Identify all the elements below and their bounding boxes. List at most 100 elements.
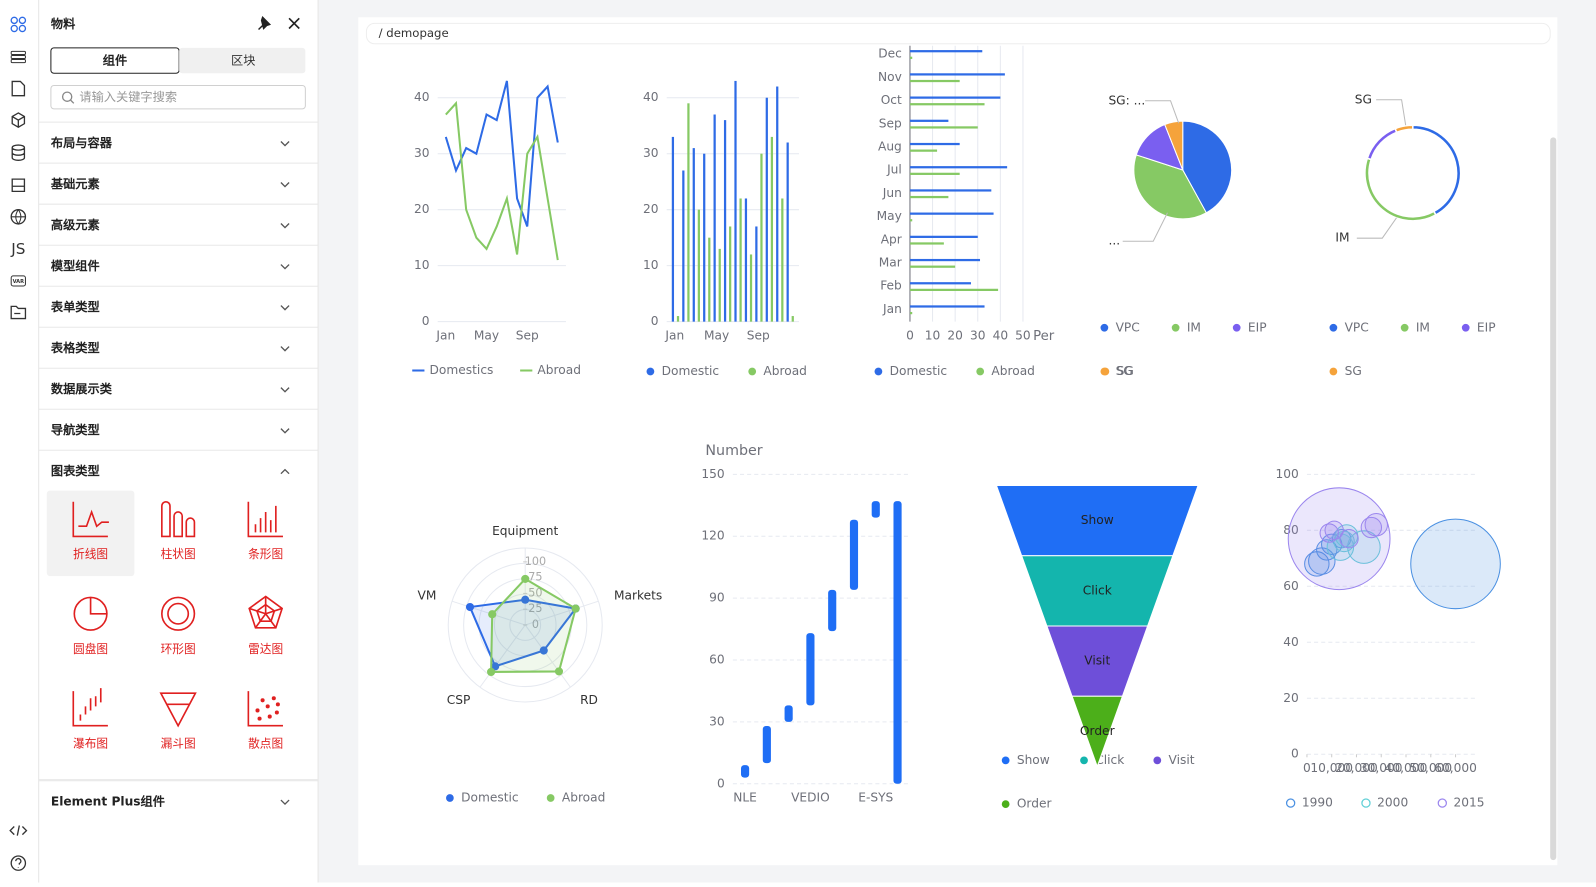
rail-components-icon[interactable] (10, 24, 18, 33)
search-placeholder[interactable]: 请输入关键字搜索 (79, 89, 177, 104)
bar (909, 79, 960, 83)
chevron[interactable] (280, 264, 290, 270)
category-header[interactable]: 基础元素 (50, 176, 100, 191)
legend-label[interactable]: Order (1017, 797, 1053, 811)
y-tick-label: 80 (1283, 523, 1299, 537)
breadcrumb[interactable]: / demopage (379, 26, 449, 40)
category-header[interactable]: 数据展示类 (51, 381, 113, 396)
bar (708, 237, 711, 322)
rail-outline-icon[interactable] (10, 59, 26, 64)
chart-item[interactable] (48, 491, 134, 577)
slice-label: SG: ... (1108, 93, 1145, 107)
legend-marker (1329, 367, 1338, 376)
rail-js-icon[interactable]: JS (10, 240, 25, 258)
close-button[interactable] (288, 17, 300, 30)
x-tick-label: Jan (435, 328, 455, 342)
tab[interactable] (179, 47, 306, 74)
rail-outline-icon[interactable] (10, 50, 26, 55)
chevron[interactable] (280, 346, 290, 352)
chart-item-label[interactable]: 圆盘图 (73, 642, 108, 656)
legend-marker (546, 794, 555, 802)
rail-outline-icon[interactable] (10, 54, 26, 60)
chart-item[interactable] (48, 680, 134, 766)
category-header[interactable]: 表单类型 (50, 299, 100, 314)
chevron[interactable] (280, 387, 290, 393)
rail-components-icon[interactable] (18, 24, 27, 33)
rail-block-icon[interactable] (11, 112, 26, 128)
legend-label[interactable]: VPC (1116, 320, 1140, 334)
chart-item[interactable] (223, 491, 309, 577)
legend-label[interactable]: VPC (1345, 320, 1369, 334)
bar (781, 198, 784, 322)
chart-item[interactable] (135, 491, 221, 577)
leader-line (1356, 217, 1397, 239)
legend-label[interactable]: Abroad (562, 791, 606, 805)
chevron[interactable] (280, 799, 290, 806)
chart-item-label[interactable]: 折线图 (73, 547, 108, 561)
chart-item[interactable] (223, 680, 309, 766)
category-header[interactable]: 模型组件 (51, 258, 100, 273)
scrollbar[interactable] (1550, 137, 1557, 861)
rail-help-icon[interactable] (10, 855, 27, 871)
search-input[interactable] (50, 84, 306, 110)
rail-code-icon[interactable] (9, 825, 28, 836)
chart-item-label[interactable]: 环形图 (161, 642, 196, 656)
category-header[interactable]: 表格类型 (50, 340, 100, 355)
category-header[interactable]: 导航类型 (51, 422, 100, 437)
legend-label[interactable]: EIP (1477, 320, 1496, 334)
chevron[interactable] (280, 223, 290, 229)
legend-label[interactable]: 1990 (1302, 796, 1333, 810)
legend-label[interactable]: IM (1416, 320, 1430, 334)
pie-slice (1182, 120, 1233, 214)
tab-label[interactable]: 组件 (103, 53, 127, 68)
chart-item-label[interactable]: 柱状图 (161, 547, 196, 561)
legend-label[interactable]: Abroad (763, 364, 807, 378)
rail-components-icon[interactable] (18, 16, 27, 25)
chart-item-label[interactable]: 瀑布图 (73, 737, 108, 751)
legend-label[interactable]: 2000 (1377, 796, 1408, 810)
y-tick-label: 120 (701, 529, 724, 543)
pin-button[interactable] (258, 15, 272, 31)
rail-data-icon[interactable] (11, 144, 26, 161)
radar-area (468, 598, 578, 668)
chart-item-label[interactable]: 散点图 (248, 737, 283, 751)
legend-label[interactable]: Domestic (461, 791, 519, 805)
legend-label[interactable]: 2015 (1454, 796, 1485, 810)
legend-label[interactable]: SG (1117, 364, 1134, 378)
bar (692, 148, 695, 322)
category-header[interactable]: 图表类型 (51, 463, 100, 478)
rail-page-icon[interactable] (11, 80, 26, 97)
legend-label[interactable]: Domestics (430, 363, 494, 377)
category-header[interactable]: 高级元素 (51, 217, 100, 232)
tab-label[interactable]: 区块 (231, 54, 255, 68)
legend-label[interactable]: Visit (1169, 753, 1195, 767)
category-header[interactable]: Element Plus组件 (51, 794, 165, 809)
chevron[interactable] (280, 468, 290, 475)
rail-var-icon[interactable] (10, 275, 26, 287)
chart-item-label[interactable]: 雷达图 (248, 642, 283, 656)
legend-label[interactable]: IM (1187, 320, 1201, 334)
rail-components-icon[interactable] (10, 16, 18, 25)
pie-slice (1164, 120, 1184, 171)
legend-label[interactable]: EIP (1248, 320, 1267, 334)
legend-label[interactable]: Show (1017, 753, 1050, 767)
chevron[interactable] (280, 305, 290, 311)
slice-label: IM (1335, 231, 1349, 245)
rail-store-icon[interactable] (11, 178, 26, 193)
legend-label[interactable]: Domestic (890, 364, 948, 378)
bar (909, 172, 960, 175)
chevron[interactable] (280, 428, 290, 434)
legend-label[interactable]: SG (1116, 364, 1133, 378)
category-header[interactable]: 布局与容器 (51, 135, 113, 150)
chart-item-label[interactable]: 条形图 (248, 547, 283, 561)
waterfall-bar (871, 501, 880, 518)
chart-item-label[interactable]: 漏斗图 (161, 737, 196, 751)
legend-label[interactable]: Abroad (537, 363, 581, 377)
rail-folder-icon[interactable] (10, 305, 27, 320)
legend-label[interactable]: Abroad (991, 364, 1035, 378)
legend-label[interactable]: Click (1095, 753, 1125, 767)
legend-label[interactable]: SG (1345, 364, 1362, 378)
chevron[interactable] (280, 141, 290, 147)
chevron[interactable] (280, 182, 290, 188)
legend-label[interactable]: Domestic (662, 364, 720, 378)
